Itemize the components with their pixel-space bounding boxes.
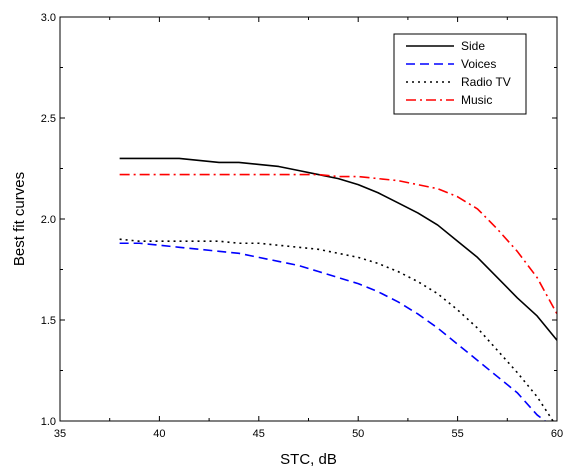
- x-tick-label: 40: [153, 428, 165, 440]
- y-tick-label: 2.0: [41, 214, 56, 226]
- y-tick-label: 1.5: [41, 315, 56, 327]
- x-axis-title: STC, dB: [280, 451, 337, 468]
- legend: Side Voices Radio TV Music: [393, 33, 527, 115]
- legend-label: Music: [461, 93, 492, 107]
- x-tick-label: 50: [352, 428, 364, 440]
- legend-label: Side: [461, 39, 485, 53]
- series-layer: [119, 157, 557, 421]
- x-tick-label: 45: [253, 428, 265, 440]
- y-tick-label: 2.5: [41, 113, 56, 125]
- series-line-radio-tv: [119, 238, 554, 421]
- legend-label: Voices: [461, 57, 496, 71]
- x-tick-label: 35: [54, 428, 66, 440]
- ticks-layer: 35 40 45 50 55 60 1.0 1.5 2.0 2.5 3.0: [41, 12, 563, 440]
- legend-label: Radio TV: [461, 75, 511, 89]
- y-axis-title: Best fit curves: [11, 172, 28, 266]
- series-line-side: [119, 157, 557, 341]
- y-tick-label: 3.0: [41, 12, 56, 24]
- x-tick-label: 55: [451, 428, 463, 440]
- series-line-voices: [119, 242, 546, 421]
- y-tick-label: 1.0: [41, 416, 56, 428]
- series-line-music: [119, 173, 557, 315]
- x-tick-label: 60: [551, 428, 563, 440]
